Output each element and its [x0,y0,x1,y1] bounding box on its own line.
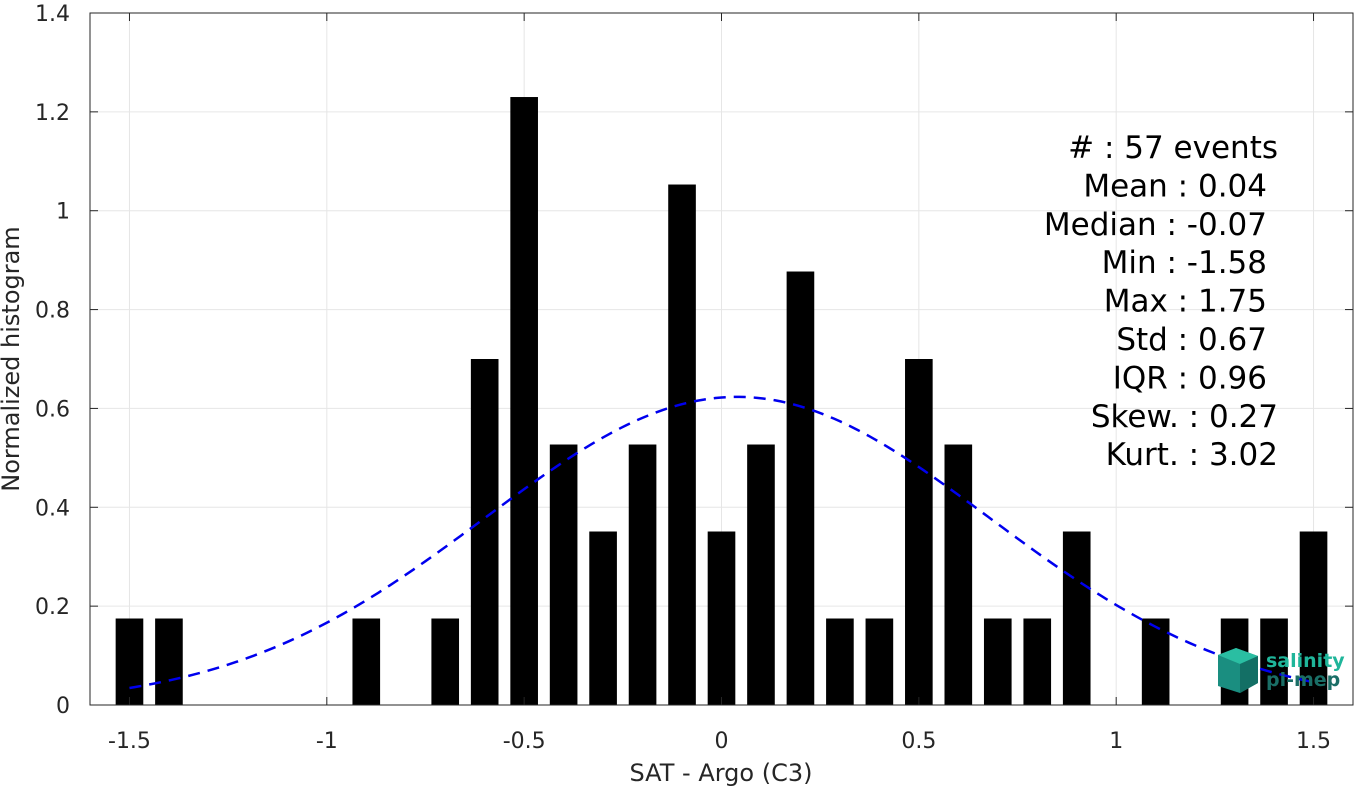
y-axis-label: Normalized histogram [0,226,25,491]
x-tick-label: -1.5 [108,729,151,754]
histogram-bar [470,359,499,705]
histogram-bar [1023,618,1052,705]
x-axis-label: SAT - Argo (C3) [630,759,813,787]
histogram-bar [1260,618,1288,705]
stat-line: Max : 1.75 [1104,284,1267,320]
y-tick-label: 1.4 [35,2,70,27]
histogram-bar [786,271,815,705]
histogram-bar [865,618,894,705]
histogram-bar [983,618,1012,705]
logo-text-line2: pi-mep [1266,669,1340,691]
histogram-bar [668,184,696,705]
x-tick-label: -0.5 [503,729,546,754]
y-tick-label: 1.2 [35,101,70,126]
logo-text-line1: salinity [1266,650,1345,672]
histogram-bar [510,97,538,706]
histogram-bar [747,444,775,705]
histogram-bar [549,444,578,705]
histogram-bar [1141,618,1170,705]
stat-line: Kurt. : 3.02 [1106,437,1278,473]
x-tick-label: 0 [715,729,729,754]
histogram-bar [589,531,617,705]
salinity-pimep-logo: salinity pi-mep [1218,648,1345,693]
stat-line: Skew. : 0.27 [1091,399,1278,435]
histogram-bar [155,618,183,705]
x-tick-label: 0.5 [901,729,936,754]
histogram-bar [115,618,144,705]
y-tick-label: 0.6 [35,397,70,422]
y-tick-label: 0.4 [35,496,70,521]
histogram-bar [352,618,381,705]
histogram-bar [431,618,460,705]
stat-line: Std : 0.67 [1116,322,1267,358]
histogram-bar [1299,531,1328,705]
histogram-bar [826,618,854,705]
stat-line: Median : -0.07 [1044,207,1267,243]
histogram-bar [1062,531,1091,705]
stat-line: Min : -1.58 [1102,245,1267,281]
stat-line: # : 57 events [1068,130,1278,166]
stat-line: Mean : 0.04 [1083,168,1267,204]
x-tick-label: 1.5 [1296,729,1331,754]
x-tick-label: -1 [316,729,338,754]
y-tick-label: 0.2 [35,595,70,620]
y-tick-label: 1 [56,200,70,225]
x-tick-label: 1 [1109,729,1123,754]
y-tick-label: 0.8 [35,299,70,324]
histogram-bar [628,444,657,705]
histogram-bar [707,531,736,705]
histogram-bar [944,444,973,705]
histogram-bar [905,359,933,705]
y-tick-label: 0 [56,694,70,719]
x-axis-ticks: -1.5 -1 -0.5 0 0.5 1 1.5 [108,13,1331,754]
stat-line: IQR : 0.96 [1113,360,1267,396]
normal-fit-curve [129,395,1314,690]
y-axis-ticks: 0 0.2 0.4 0.6 0.8 1 1.2 1.4 [35,2,1353,719]
